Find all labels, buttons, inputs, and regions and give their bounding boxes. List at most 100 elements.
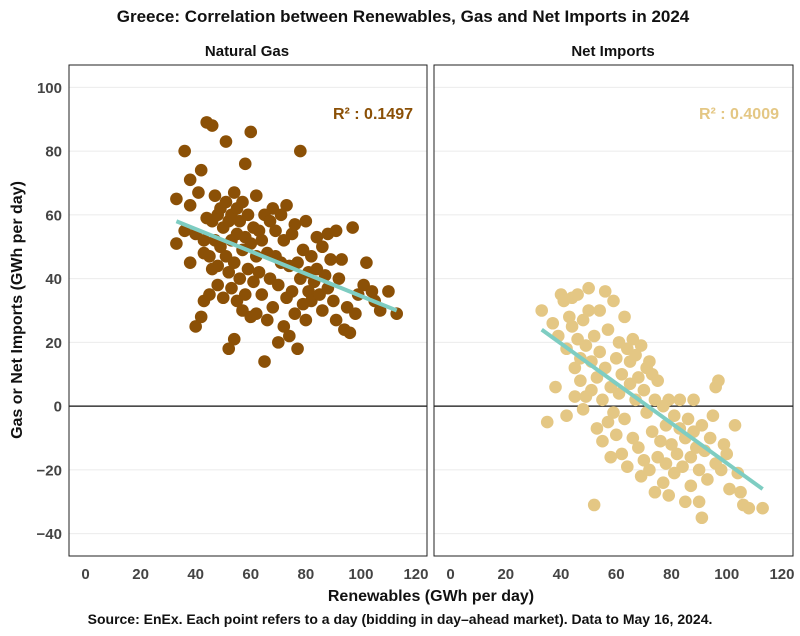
- data-point: [170, 237, 183, 250]
- data-point: [742, 501, 756, 515]
- data-point: [582, 304, 595, 317]
- data-point: [670, 447, 684, 461]
- data-point: [255, 234, 269, 247]
- data-point: [648, 485, 662, 499]
- data-point: [637, 383, 651, 397]
- data-point: [717, 438, 731, 451]
- data-point: [576, 313, 590, 327]
- data-point: [266, 301, 280, 314]
- data-point: [241, 208, 255, 222]
- data-point: [294, 144, 307, 158]
- source-caption: Source: EnEx. Each point refers to a day…: [88, 611, 713, 627]
- data-point: [654, 434, 667, 448]
- data-point: [618, 310, 631, 324]
- panel-title-natural-gas: Natural Gas: [205, 43, 289, 60]
- data-point: [609, 428, 623, 442]
- data-point: [170, 192, 183, 206]
- data-point: [269, 224, 282, 238]
- data-point: [346, 221, 359, 234]
- data-point: [305, 249, 318, 263]
- data-point: [197, 234, 211, 247]
- data-point: [373, 304, 387, 317]
- data-point: [335, 253, 348, 266]
- data-point: [656, 476, 670, 489]
- data-point: [310, 230, 324, 244]
- data-point: [349, 307, 362, 320]
- x-tick-label: 100: [348, 566, 373, 583]
- data-point: [327, 294, 340, 308]
- x-axis-ticks-net-imports: 0 20 40 60 80 100 120: [446, 566, 794, 583]
- data-point: [565, 320, 579, 333]
- data-point: [579, 339, 593, 352]
- y-tick-label: 20: [45, 335, 62, 352]
- data-point: [687, 393, 700, 407]
- x-tick-label: 80: [297, 566, 314, 583]
- data-point: [607, 406, 620, 419]
- data-point: [585, 383, 598, 397]
- data-point: [676, 460, 689, 474]
- data-point: [211, 259, 225, 273]
- data-point: [222, 265, 236, 279]
- data-point: [382, 285, 395, 298]
- x-tick-label: 120: [769, 566, 794, 583]
- data-point: [662, 393, 676, 407]
- data-point: [219, 195, 233, 209]
- panel-frame: [433, 64, 794, 557]
- data-point: [255, 288, 269, 301]
- panel-net-imports: [433, 64, 794, 557]
- trend-line: [175, 219, 398, 313]
- data-point: [329, 224, 343, 238]
- data-point: [205, 119, 219, 132]
- y-tick-label: 80: [45, 144, 62, 161]
- data-point: [590, 371, 604, 384]
- data-point: [222, 342, 236, 356]
- x-tick-label: 100: [714, 566, 739, 583]
- data-point: [227, 256, 241, 269]
- data-point: [214, 240, 227, 254]
- x-tick-label: 0: [81, 566, 89, 583]
- data-point: [546, 316, 560, 330]
- data-point: [194, 310, 208, 324]
- data-point: [329, 313, 343, 327]
- x-axis-label: Renewables (GWh per day): [328, 588, 534, 605]
- data-point: [615, 367, 629, 381]
- x-tick-label: 60: [608, 566, 625, 583]
- data-point: [615, 447, 629, 461]
- y-axis-ticks: 100 80 60 40 20 0 −20 −40: [37, 80, 62, 543]
- data-point: [316, 240, 329, 254]
- data-point: [728, 418, 742, 432]
- data-point: [227, 332, 241, 346]
- data-point: [607, 294, 620, 308]
- data-point: [582, 281, 595, 295]
- data-point: [679, 495, 692, 509]
- data-point: [241, 262, 255, 276]
- data-point: [626, 431, 640, 445]
- data-point: [203, 249, 216, 263]
- y-tick-label: −20: [37, 462, 62, 479]
- data-point: [596, 434, 609, 448]
- data-point: [203, 288, 216, 301]
- y-tick-label: 0: [54, 399, 62, 416]
- data-point: [723, 482, 736, 496]
- data-point: [332, 272, 346, 285]
- data-point: [673, 393, 687, 407]
- data-point: [643, 355, 656, 368]
- x-tick-label: 120: [403, 566, 428, 583]
- data-point: [192, 186, 205, 199]
- data-point: [302, 285, 315, 298]
- data-point: [593, 345, 606, 359]
- data-point: [587, 329, 601, 343]
- data-point: [194, 163, 208, 177]
- x-tick-label: 0: [446, 566, 454, 583]
- data-point: [634, 339, 648, 352]
- data-point: [263, 214, 277, 228]
- data-point: [360, 256, 373, 269]
- data-point: [288, 218, 302, 231]
- data-point: [291, 256, 304, 269]
- data-point: [703, 431, 717, 445]
- data-point: [316, 304, 329, 317]
- data-point: [216, 291, 230, 305]
- data-point: [271, 278, 285, 292]
- data-point: [596, 393, 609, 407]
